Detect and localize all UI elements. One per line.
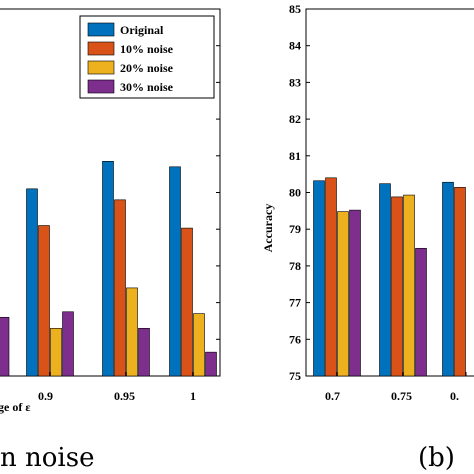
chart-a-bar-10-noise: [38, 225, 50, 377]
chart-b-bar-30-noise: [349, 209, 361, 377]
chart-b: 75 76 77 78 79 80 81 82 83 84 85 0.7 0.75 0.: [289, 2, 474, 403]
chart-b-bar-10-noise: [325, 177, 337, 377]
chart-b-bar-10-noise: [391, 196, 403, 377]
chart-b-ytick-label: 76: [289, 332, 301, 346]
chart-b-xtick-label: 0.7: [325, 389, 340, 403]
chart-b-bar-20-noise: [403, 194, 415, 377]
chart-a-bar-10-noise: [181, 227, 193, 377]
chart-b-ytick-label: 79: [289, 222, 301, 236]
chart-a-legend-swatch: [87, 79, 115, 94]
chart-a-xtick-label: 0.95: [114, 389, 135, 403]
chart-a-legend-label: 30% noise: [120, 80, 174, 94]
chart-a-xlabel: ge of ε: [0, 400, 30, 414]
chart-b-bar-20-noise: [337, 211, 349, 377]
chart-b-ytick-label: 80: [289, 186, 301, 200]
chart-b-ytick-label: 81: [289, 149, 301, 163]
chart-b-caption: (b): [418, 443, 455, 473]
chart-b-xtick-label: 0.: [450, 389, 459, 403]
chart-a-bar-original: [102, 161, 114, 377]
chart-a-bar-20-noise: [126, 287, 138, 377]
chart-b-ytick-label: 78: [289, 259, 301, 273]
chart-a-bar-10-noise: [114, 199, 126, 377]
chart-a-bar-original: [169, 166, 181, 377]
chart-a-bar-20-noise: [50, 327, 62, 377]
chart-a-bar-original: [26, 188, 38, 377]
chart-a-bar-30-noise: [138, 327, 150, 377]
chart-b-ylabel: Accuracy: [261, 204, 275, 253]
chart-b-bar-original: [313, 180, 325, 377]
chart-a-legend-label: 20% noise: [120, 61, 174, 75]
chart-b-bar-30-noise: [415, 247, 427, 377]
chart-b-ytick-label: 82: [289, 112, 301, 126]
chart-a-xtick-label: 0.9: [38, 389, 53, 403]
chart-b-ytick-label: 83: [289, 75, 301, 89]
chart-a-bar-30-noise: [205, 351, 217, 377]
chart-b-ytick-label: 84: [289, 39, 301, 53]
chart-a-legend-label: Original: [120, 23, 164, 37]
chart-a-caption: n noise: [0, 443, 94, 473]
chart-a-xtick-label: 1: [190, 389, 196, 403]
chart-b-bar-original: [379, 183, 391, 377]
chart-a: 0.9 0.95 1 Original 10% noise 20% noise 30% no…: [0, 8, 221, 403]
chart-a-legend-swatch: [87, 22, 115, 37]
chart-b-ytick-label: 85: [289, 2, 301, 16]
chart-a-bar-20-noise: [193, 313, 205, 377]
chart-a-legend-swatch: [87, 41, 115, 56]
chart-a-legend-label: 10% noise: [120, 42, 174, 56]
chart-b-ytick-label: 75: [289, 369, 301, 383]
chart-b-bar-10-noise: [454, 187, 466, 377]
chart-a-bar-partial: [0, 316, 10, 377]
chart-a-legend-swatch: [87, 60, 115, 75]
chart-a-bar-30-noise: [62, 311, 74, 377]
chart-b-ytick-label: 77: [289, 296, 301, 310]
chart-b-xtick-label: 0.75: [391, 389, 412, 403]
chart-b-bar-original: [442, 181, 454, 377]
